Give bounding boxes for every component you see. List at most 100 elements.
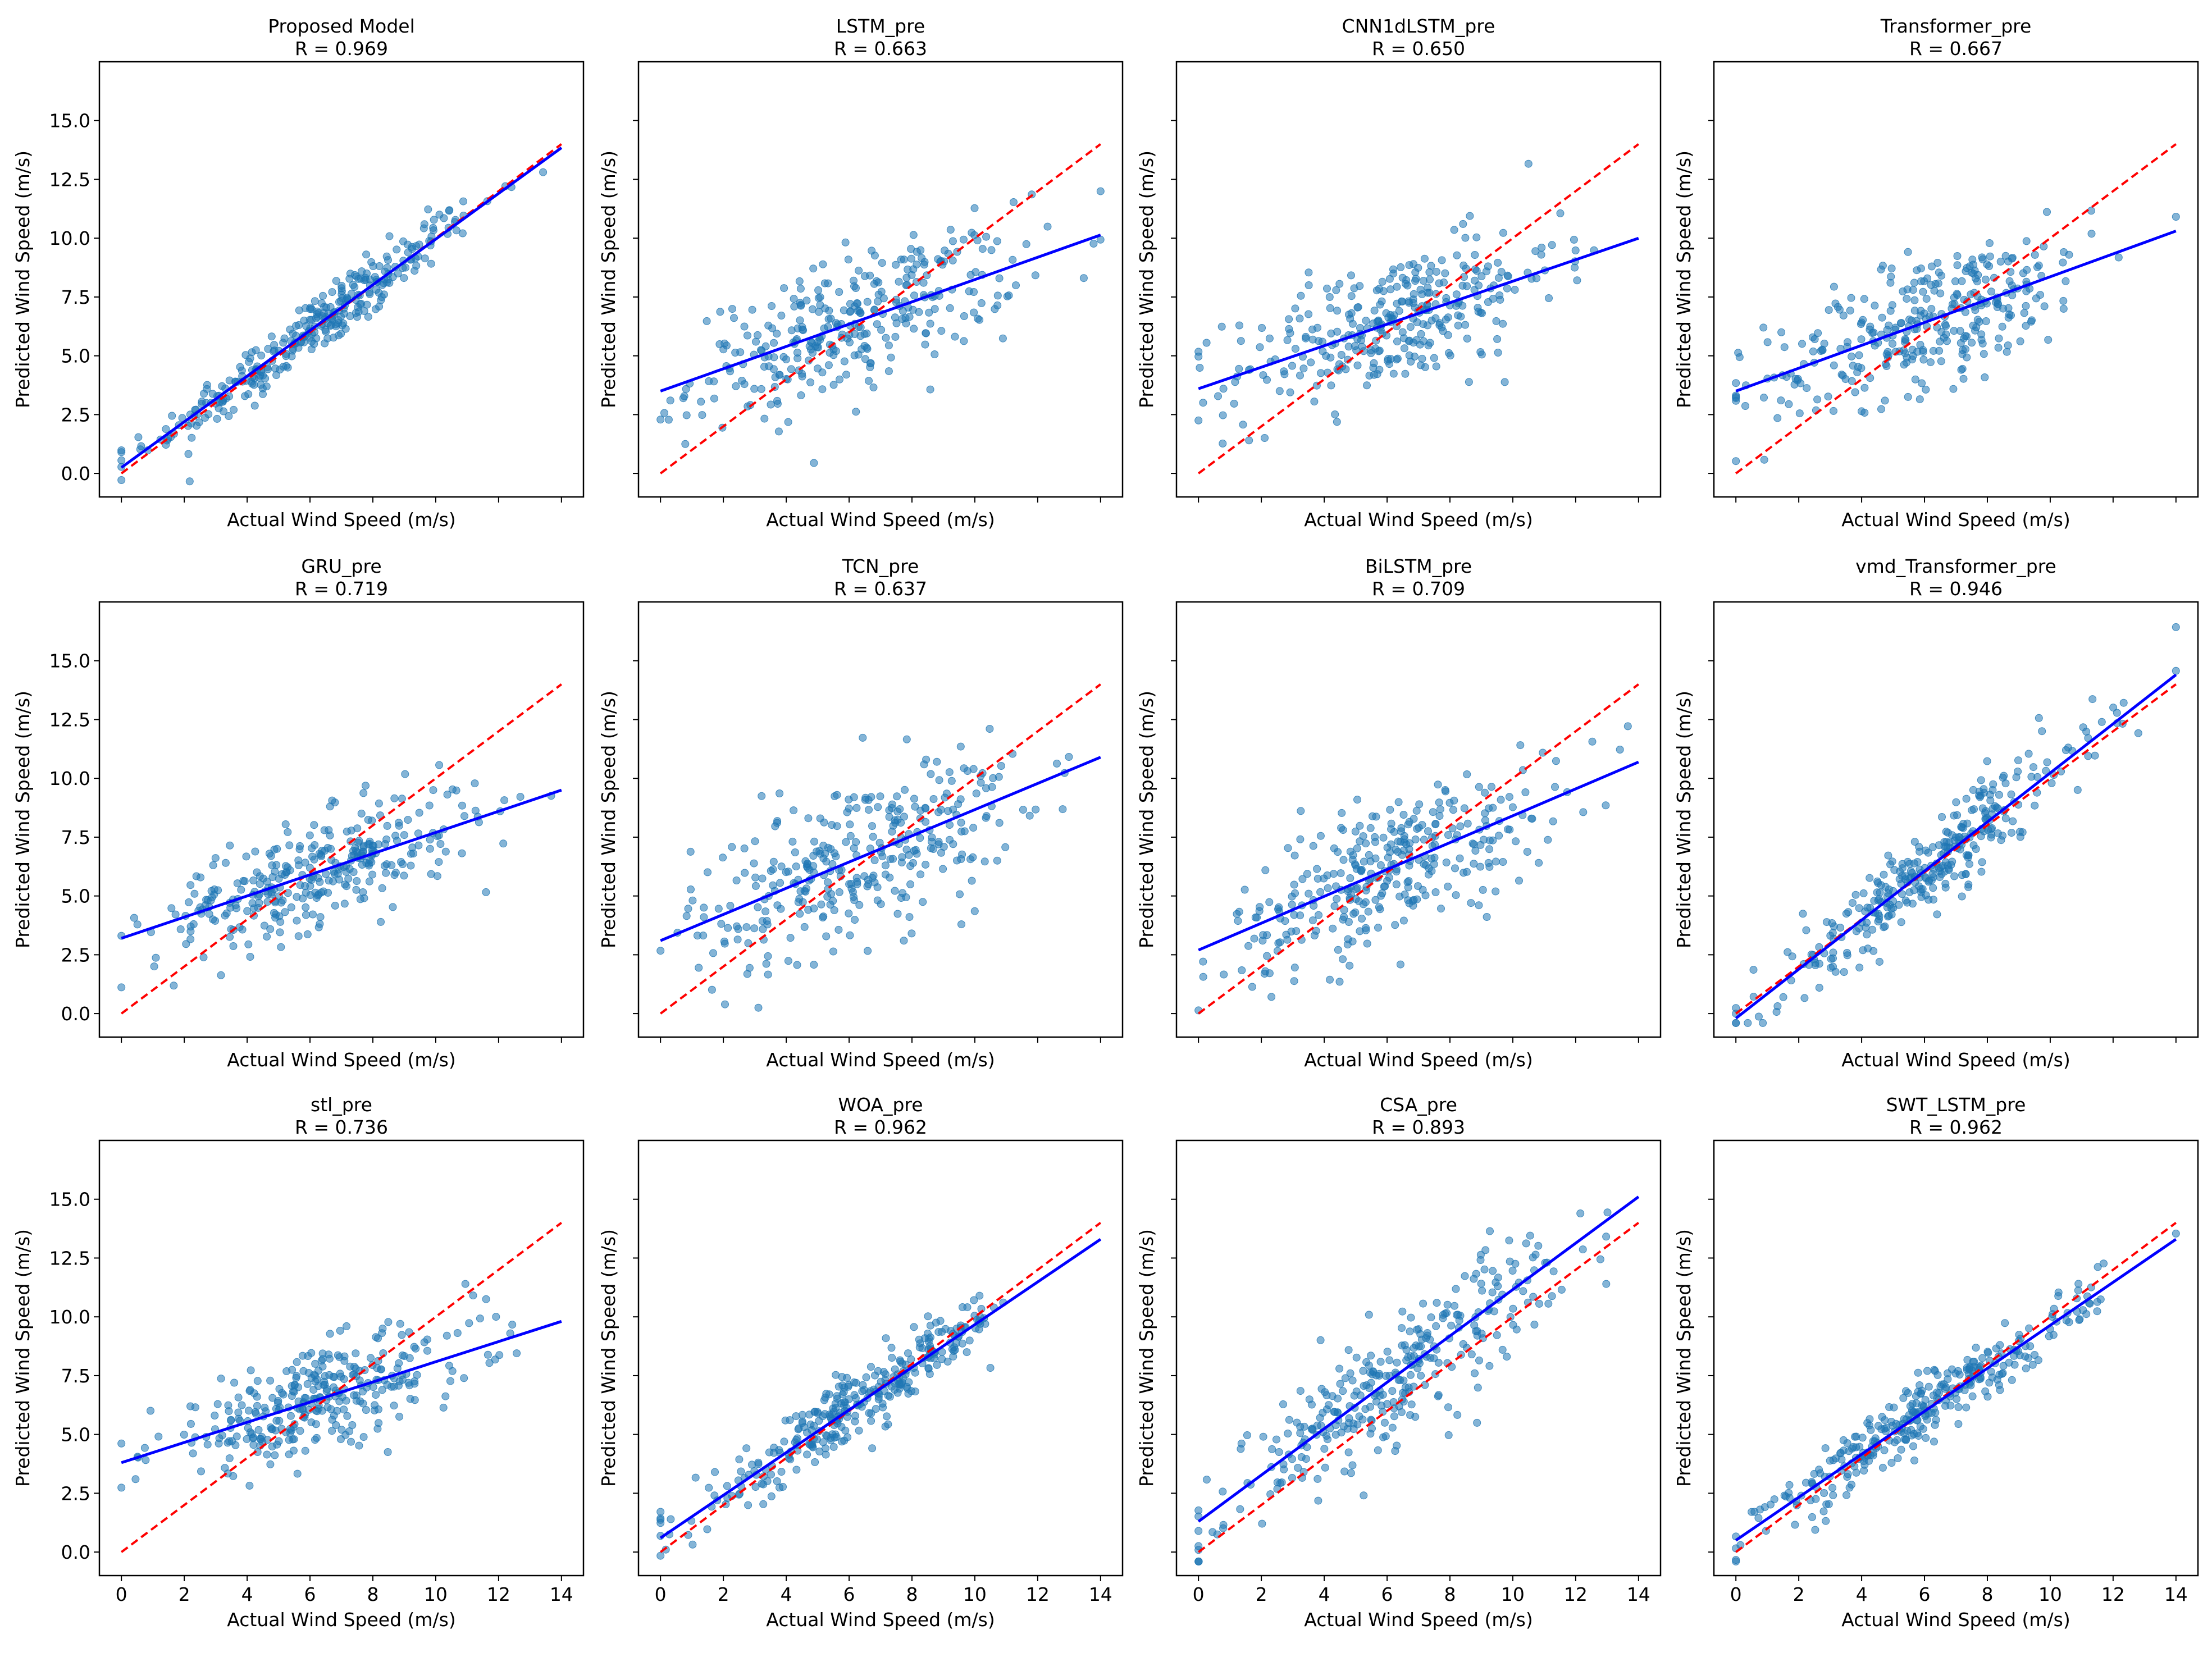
scatter-point [257, 352, 266, 360]
scatter-point [1362, 317, 1370, 325]
scatter-point [1461, 1272, 1469, 1280]
scatter-point [1959, 820, 1968, 828]
scatter-point [1435, 321, 1444, 329]
scatter-point [1427, 867, 1436, 875]
scatter-point [375, 1419, 383, 1427]
scatter-point [1096, 187, 1105, 195]
scatter-point [1430, 354, 1438, 362]
scatter-point [1549, 817, 1557, 825]
scatter-point [278, 1389, 286, 1397]
scatter-point [1399, 916, 1408, 925]
scatter-point [271, 868, 279, 876]
scatter-point [301, 859, 309, 867]
scatter-point [742, 923, 751, 932]
scatter-point [2075, 1316, 2083, 1324]
scatter-point [1240, 885, 1249, 894]
scatter-point [436, 840, 445, 848]
scatter-point [684, 905, 692, 913]
scatter-point [1331, 410, 1339, 418]
scatter-point [1996, 1386, 2004, 1394]
scatter-point [1377, 892, 1385, 900]
scatter-point [1958, 277, 1966, 285]
scatter-point [1296, 371, 1304, 380]
scatter-point [1471, 265, 1479, 273]
scatter-point [842, 371, 850, 379]
scatter-point [902, 273, 911, 282]
scatter-point [1859, 1457, 1868, 1466]
scatter-point [1445, 349, 1453, 357]
scatter-point [1275, 1448, 1283, 1456]
scatter-point [1461, 234, 1470, 242]
scatter-point [829, 381, 838, 389]
scatter-point [1316, 1414, 1324, 1422]
scatter-point [1410, 1382, 1418, 1391]
scatter-point [1969, 786, 1977, 794]
scatter-point [147, 1407, 154, 1415]
scatter-point [780, 284, 788, 293]
scatter-point [1263, 952, 1271, 960]
scatter-point [167, 904, 176, 912]
scatter-point [1032, 805, 1040, 814]
scatter-point [815, 1417, 823, 1425]
scatter-point [1367, 346, 1375, 354]
scatter-point [957, 827, 966, 836]
scatter-point [1346, 961, 1354, 970]
scatter-point [1436, 805, 1444, 814]
scatter-point [1544, 836, 1552, 844]
scatter-point [346, 270, 354, 278]
scatter-point [790, 806, 798, 815]
scatter-point [1813, 395, 1822, 404]
scatter-point [1950, 811, 1958, 820]
scatter-point [1335, 1364, 1344, 1373]
scatter-point [426, 845, 434, 853]
scatter-point [1472, 233, 1481, 241]
scatter-point [1404, 1353, 1412, 1362]
scatter-point [2097, 718, 2106, 726]
scatter-point [878, 1399, 887, 1408]
x-tick-label: 10 [424, 1583, 448, 1605]
scatter-point [922, 329, 930, 337]
scatter-point [337, 1426, 346, 1434]
scatter-point [735, 1455, 744, 1464]
scatter-point [357, 300, 366, 308]
scatter-point [197, 1467, 205, 1476]
scatter-point [792, 862, 800, 871]
scatter-point [2044, 336, 2053, 344]
scatter-point [1316, 1336, 1325, 1344]
scatter-point [168, 412, 176, 420]
scatter-point [1248, 983, 1256, 991]
scatter-point [1379, 833, 1388, 842]
scatter-point [441, 1392, 450, 1400]
scatter-point [1904, 392, 1912, 401]
scatter-point [1809, 347, 1817, 355]
scatter-point [1307, 1400, 1316, 1409]
y-tick-label: 0.0 [61, 1541, 90, 1563]
scatter-point [656, 1508, 665, 1516]
y-tick-label: 7.5 [61, 827, 90, 848]
scatter-point [827, 845, 835, 853]
scatter-point [1219, 439, 1227, 448]
scatter-point [1977, 868, 1986, 876]
scatter-point [1476, 348, 1485, 356]
subplot-title: CNN1dLSTM_pre [1342, 15, 1495, 37]
scatter-point [710, 394, 718, 403]
scatter-point [1964, 853, 1972, 862]
scatter-point [1245, 436, 1253, 445]
scatter-point [829, 1443, 838, 1451]
scatter-point [2009, 817, 2017, 825]
scatter-point [1288, 892, 1296, 901]
scatter-point [1308, 916, 1317, 925]
scatter-point [828, 821, 836, 829]
scatter-point [1855, 351, 1863, 359]
scatter-point [189, 1449, 197, 1458]
scatter-point [708, 985, 716, 994]
scatter-point [1980, 788, 1988, 797]
scatter-point [1325, 293, 1334, 301]
subplot-title: CSA_pre [1380, 1094, 1457, 1116]
scatter-point [803, 1450, 811, 1459]
plot-area [656, 143, 1105, 474]
axes-frame [98, 1139, 585, 1577]
scatter-point [389, 903, 397, 911]
scatter-point [1348, 1461, 1357, 1469]
scatter-point [293, 1469, 302, 1478]
